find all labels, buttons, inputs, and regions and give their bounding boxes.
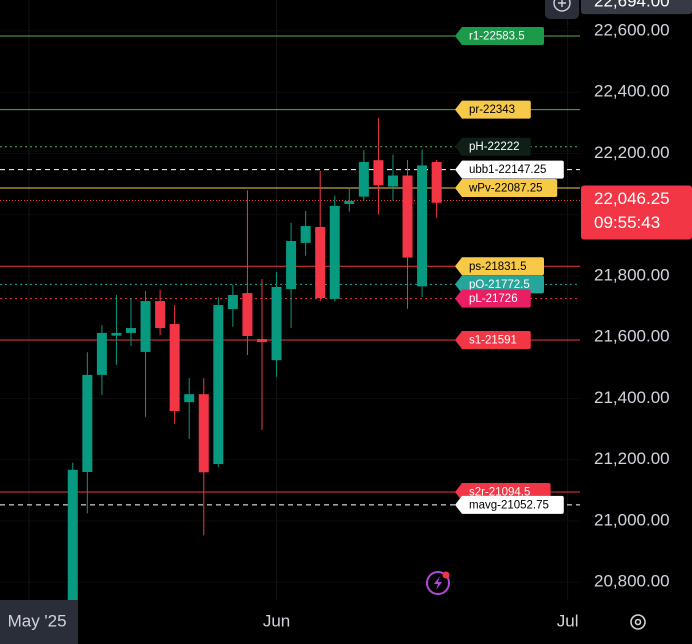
x-tick-label: May '25 [8,611,67,630]
level-label: ps-21831.5 [469,261,527,273]
settings-icon[interactable] [630,614,646,630]
y-tick-label: 21,000.00 [594,510,670,529]
y-tick-label: 20,800.00 [594,572,670,591]
level-label: s1-21591 [469,335,517,347]
level-label-box [455,178,558,197]
candle-body [402,175,413,258]
level-label: s2r-21094.5 [469,487,530,499]
candle-body [125,328,136,333]
level-label-box [455,160,564,179]
candle-body [227,294,238,310]
candle-body [67,469,78,613]
candle-body [329,205,340,299]
y-tick-label: 21,200.00 [594,449,670,468]
candle-body [111,332,122,336]
candle-body [213,305,224,465]
lightning-icon[interactable] [426,571,450,595]
candle-body [256,339,267,343]
candle-body [169,324,180,412]
level-labels: r1-22583.5 pr-22343 pH-22222 ubb1-22147.25 w… [455,26,564,514]
candle-body [300,226,311,243]
candle-body [96,332,107,375]
y-tick-label: 22,600.00 [594,20,670,39]
y-tick-label: 21,400.00 [594,388,670,407]
candle-body [344,200,355,204]
level-label-box [455,26,544,45]
y-tick-label: 22,200.00 [594,143,670,162]
crosshair-box [581,0,692,15]
level-label: pr-22343 [469,104,515,116]
x-tick-label: Jul [557,611,579,630]
candle-body [431,162,442,203]
level-label: pO-21772.5 [469,279,530,291]
level-label-box [455,330,531,349]
candle-body [358,162,369,197]
level-label-box [455,289,531,308]
countdown-label: 09:55:43 [594,213,660,232]
add-button[interactable] [545,0,579,19]
x-tick-label: Jun [263,611,290,630]
time-axis: May '25 Jun Jul [0,600,580,644]
candle-body [373,160,384,186]
candles [67,117,442,629]
price-axis: 22,600.0022,400.0022,200.0022,000.0021,8… [580,0,692,644]
candle-body [417,165,428,287]
axis-background [580,0,692,644]
level-label-box [455,275,544,294]
candle-body [271,286,282,361]
candle-body [315,226,326,299]
level-label-box [455,257,544,276]
candle-body [184,394,195,403]
last-price-label: 22,046.25 [594,189,670,208]
level-label-box [455,137,531,156]
candle-body [155,301,166,329]
level-label: ubb1-22147.25 [469,164,546,176]
level-label: r1-22583.5 [469,31,525,43]
last-price-box [581,185,692,240]
level-label: wPv-22087.25 [468,183,543,195]
level-label-box [455,495,564,514]
x-tick-highlight [0,600,79,644]
level-label-box [455,100,531,119]
candle-body [198,394,209,473]
y-tick-label: 22,400.00 [594,82,670,101]
candle-body [286,241,297,290]
level-label: mavg-21052.75 [469,499,549,511]
y-tick-label: 21,600.00 [594,327,670,346]
candle-body [387,175,398,187]
candle-body [140,301,151,352]
candle-body [242,293,253,336]
time-axis-background [0,600,580,644]
y-tick-label: 21,800.00 [594,265,670,284]
level-label: pH-22222 [469,141,520,153]
candle-body [82,374,93,472]
level-label: pL-21726 [469,293,518,305]
crosshair-label: 22,694.00 [594,0,670,11]
